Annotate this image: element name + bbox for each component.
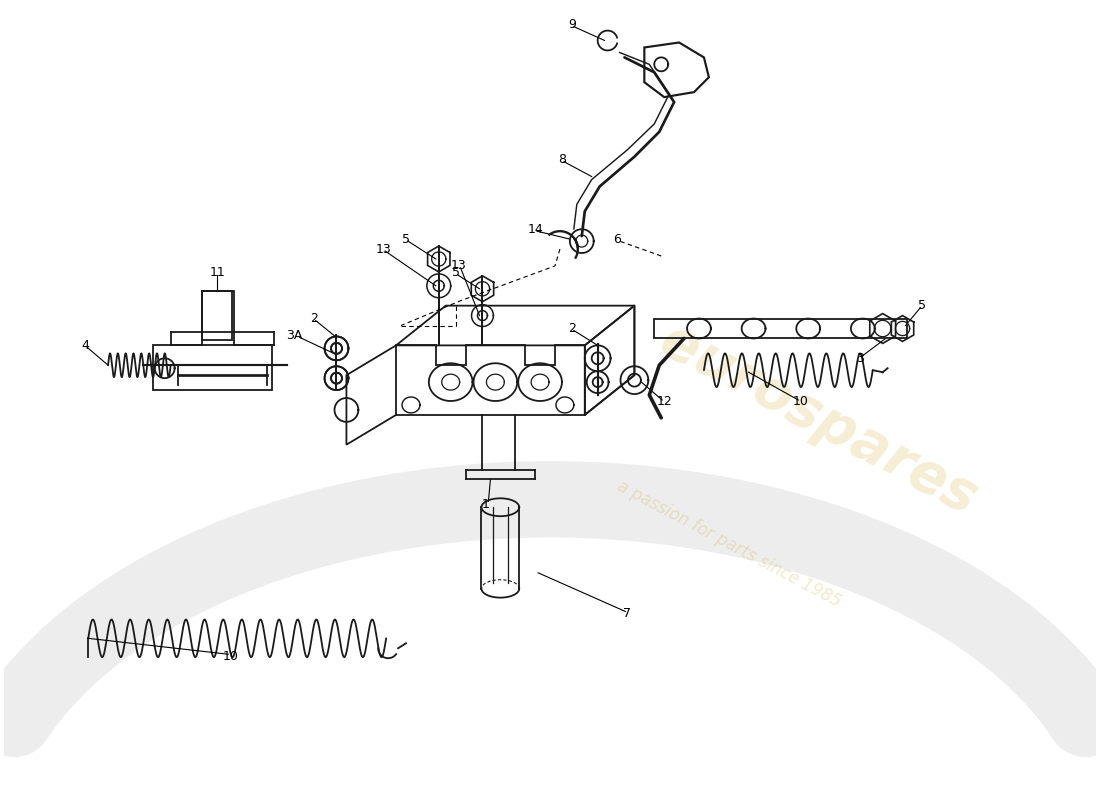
Text: 5: 5 [918, 299, 926, 312]
Text: 9: 9 [568, 18, 575, 31]
Text: 6: 6 [614, 233, 622, 246]
Text: 10: 10 [792, 395, 808, 409]
Text: 13: 13 [451, 259, 466, 273]
Text: 12: 12 [657, 395, 672, 409]
Text: eurospares: eurospares [650, 314, 986, 526]
Text: a passion for parts since 1985: a passion for parts since 1985 [614, 477, 844, 611]
Text: 13: 13 [375, 242, 390, 255]
Text: 3: 3 [856, 352, 864, 365]
Text: 10: 10 [222, 650, 239, 662]
Text: 2: 2 [310, 312, 318, 325]
Text: 5: 5 [452, 266, 460, 279]
Text: 14: 14 [527, 222, 543, 236]
Text: 7: 7 [624, 607, 631, 620]
Text: 5: 5 [402, 233, 410, 246]
Text: 11: 11 [209, 266, 226, 279]
Text: 2: 2 [568, 322, 575, 335]
Text: 1: 1 [482, 498, 490, 510]
Text: 3A: 3A [286, 329, 302, 342]
Text: 4: 4 [81, 339, 89, 352]
Text: 8: 8 [558, 153, 565, 166]
